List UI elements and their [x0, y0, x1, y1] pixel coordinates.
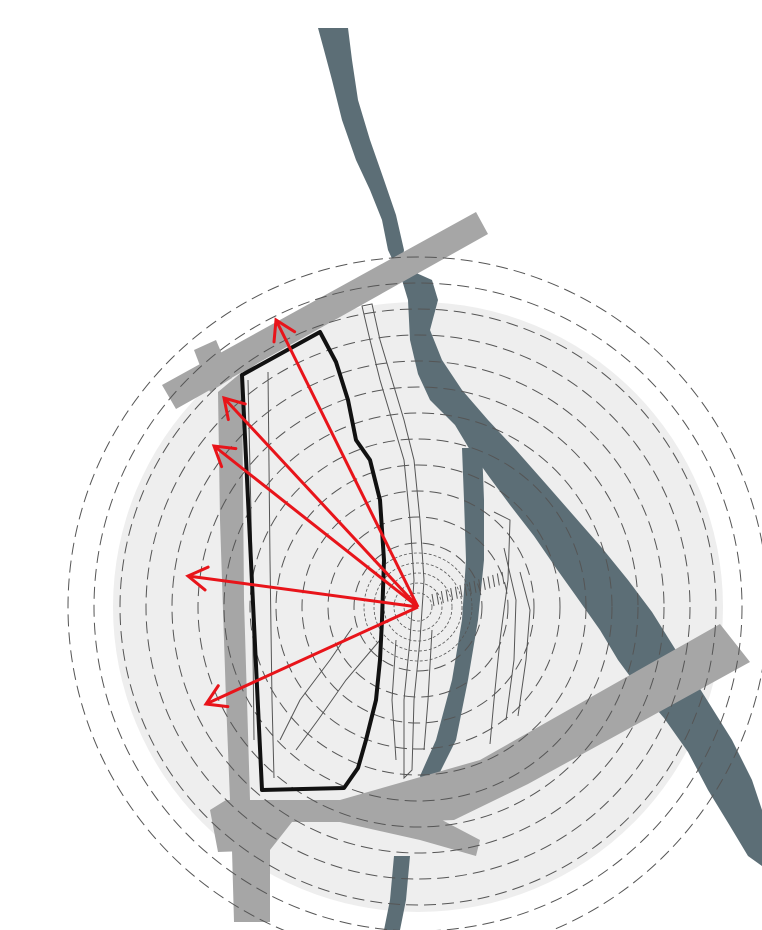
view-arrow-shaft	[187, 574, 419, 609]
arrow-icon	[272, 317, 297, 344]
distance-ring	[373, 562, 463, 652]
boardwalk-rung	[496, 573, 500, 586]
arrow-icon	[203, 684, 230, 709]
boardwalk-rung	[468, 582, 472, 595]
boardwalk-rung	[450, 588, 454, 601]
contour-lines	[247, 303, 531, 780]
view-arrow	[272, 317, 420, 608]
boardwalk-rung	[436, 592, 440, 605]
view-arrow-shaft	[205, 605, 419, 706]
boardwalk-rung	[459, 585, 463, 598]
view-arrows	[185, 317, 420, 709]
view-arrow	[203, 605, 419, 709]
boardwalk-rung	[492, 574, 496, 588]
road-north-stub	[194, 340, 232, 392]
distance-ring	[145, 334, 691, 880]
roads	[162, 212, 750, 922]
river	[318, 28, 762, 866]
arrow-icon	[222, 395, 247, 422]
distance-ring	[223, 412, 613, 802]
view-arrow-shaft	[222, 396, 420, 609]
site-boundary	[240, 330, 386, 792]
distance-ring	[393, 582, 443, 632]
road-east	[340, 624, 750, 822]
distance-ring	[197, 386, 639, 828]
distance-rings	[67, 256, 762, 930]
distance-ring	[119, 308, 717, 906]
river-south	[384, 856, 410, 930]
distance-ring	[301, 490, 535, 724]
distance-ring	[363, 552, 473, 662]
boardwalk-rung	[440, 590, 444, 604]
view-arrow	[211, 444, 419, 609]
view-arrow	[185, 565, 419, 609]
road-north	[162, 212, 488, 409]
distance-ring	[327, 516, 509, 698]
boardwalk-rung	[473, 580, 477, 593]
view-arrow-shaft	[213, 444, 419, 609]
view-arrow-shaft	[274, 319, 420, 608]
distance-ring	[171, 360, 665, 854]
distance-ring	[275, 464, 561, 750]
boardwalk-rung	[454, 586, 458, 599]
road-west	[218, 372, 270, 922]
boardwalk-rung	[445, 589, 449, 602]
boardwalk-rung	[464, 583, 468, 596]
boardwalk-rung	[501, 571, 505, 585]
boardwalk	[431, 571, 505, 607]
distance-ring	[249, 438, 587, 776]
boardwalk-rung	[478, 579, 482, 592]
boardwalk-rung	[482, 577, 486, 590]
arrow-icon	[211, 444, 238, 469]
boardwalk-rung	[431, 593, 435, 607]
view-arrow	[222, 395, 420, 609]
distance-ring	[93, 282, 743, 930]
distance-ring	[353, 542, 483, 672]
distance-ring	[403, 592, 433, 622]
arrow-icon	[185, 565, 210, 592]
boardwalk-rung	[487, 576, 491, 589]
distance-ring	[67, 256, 762, 930]
